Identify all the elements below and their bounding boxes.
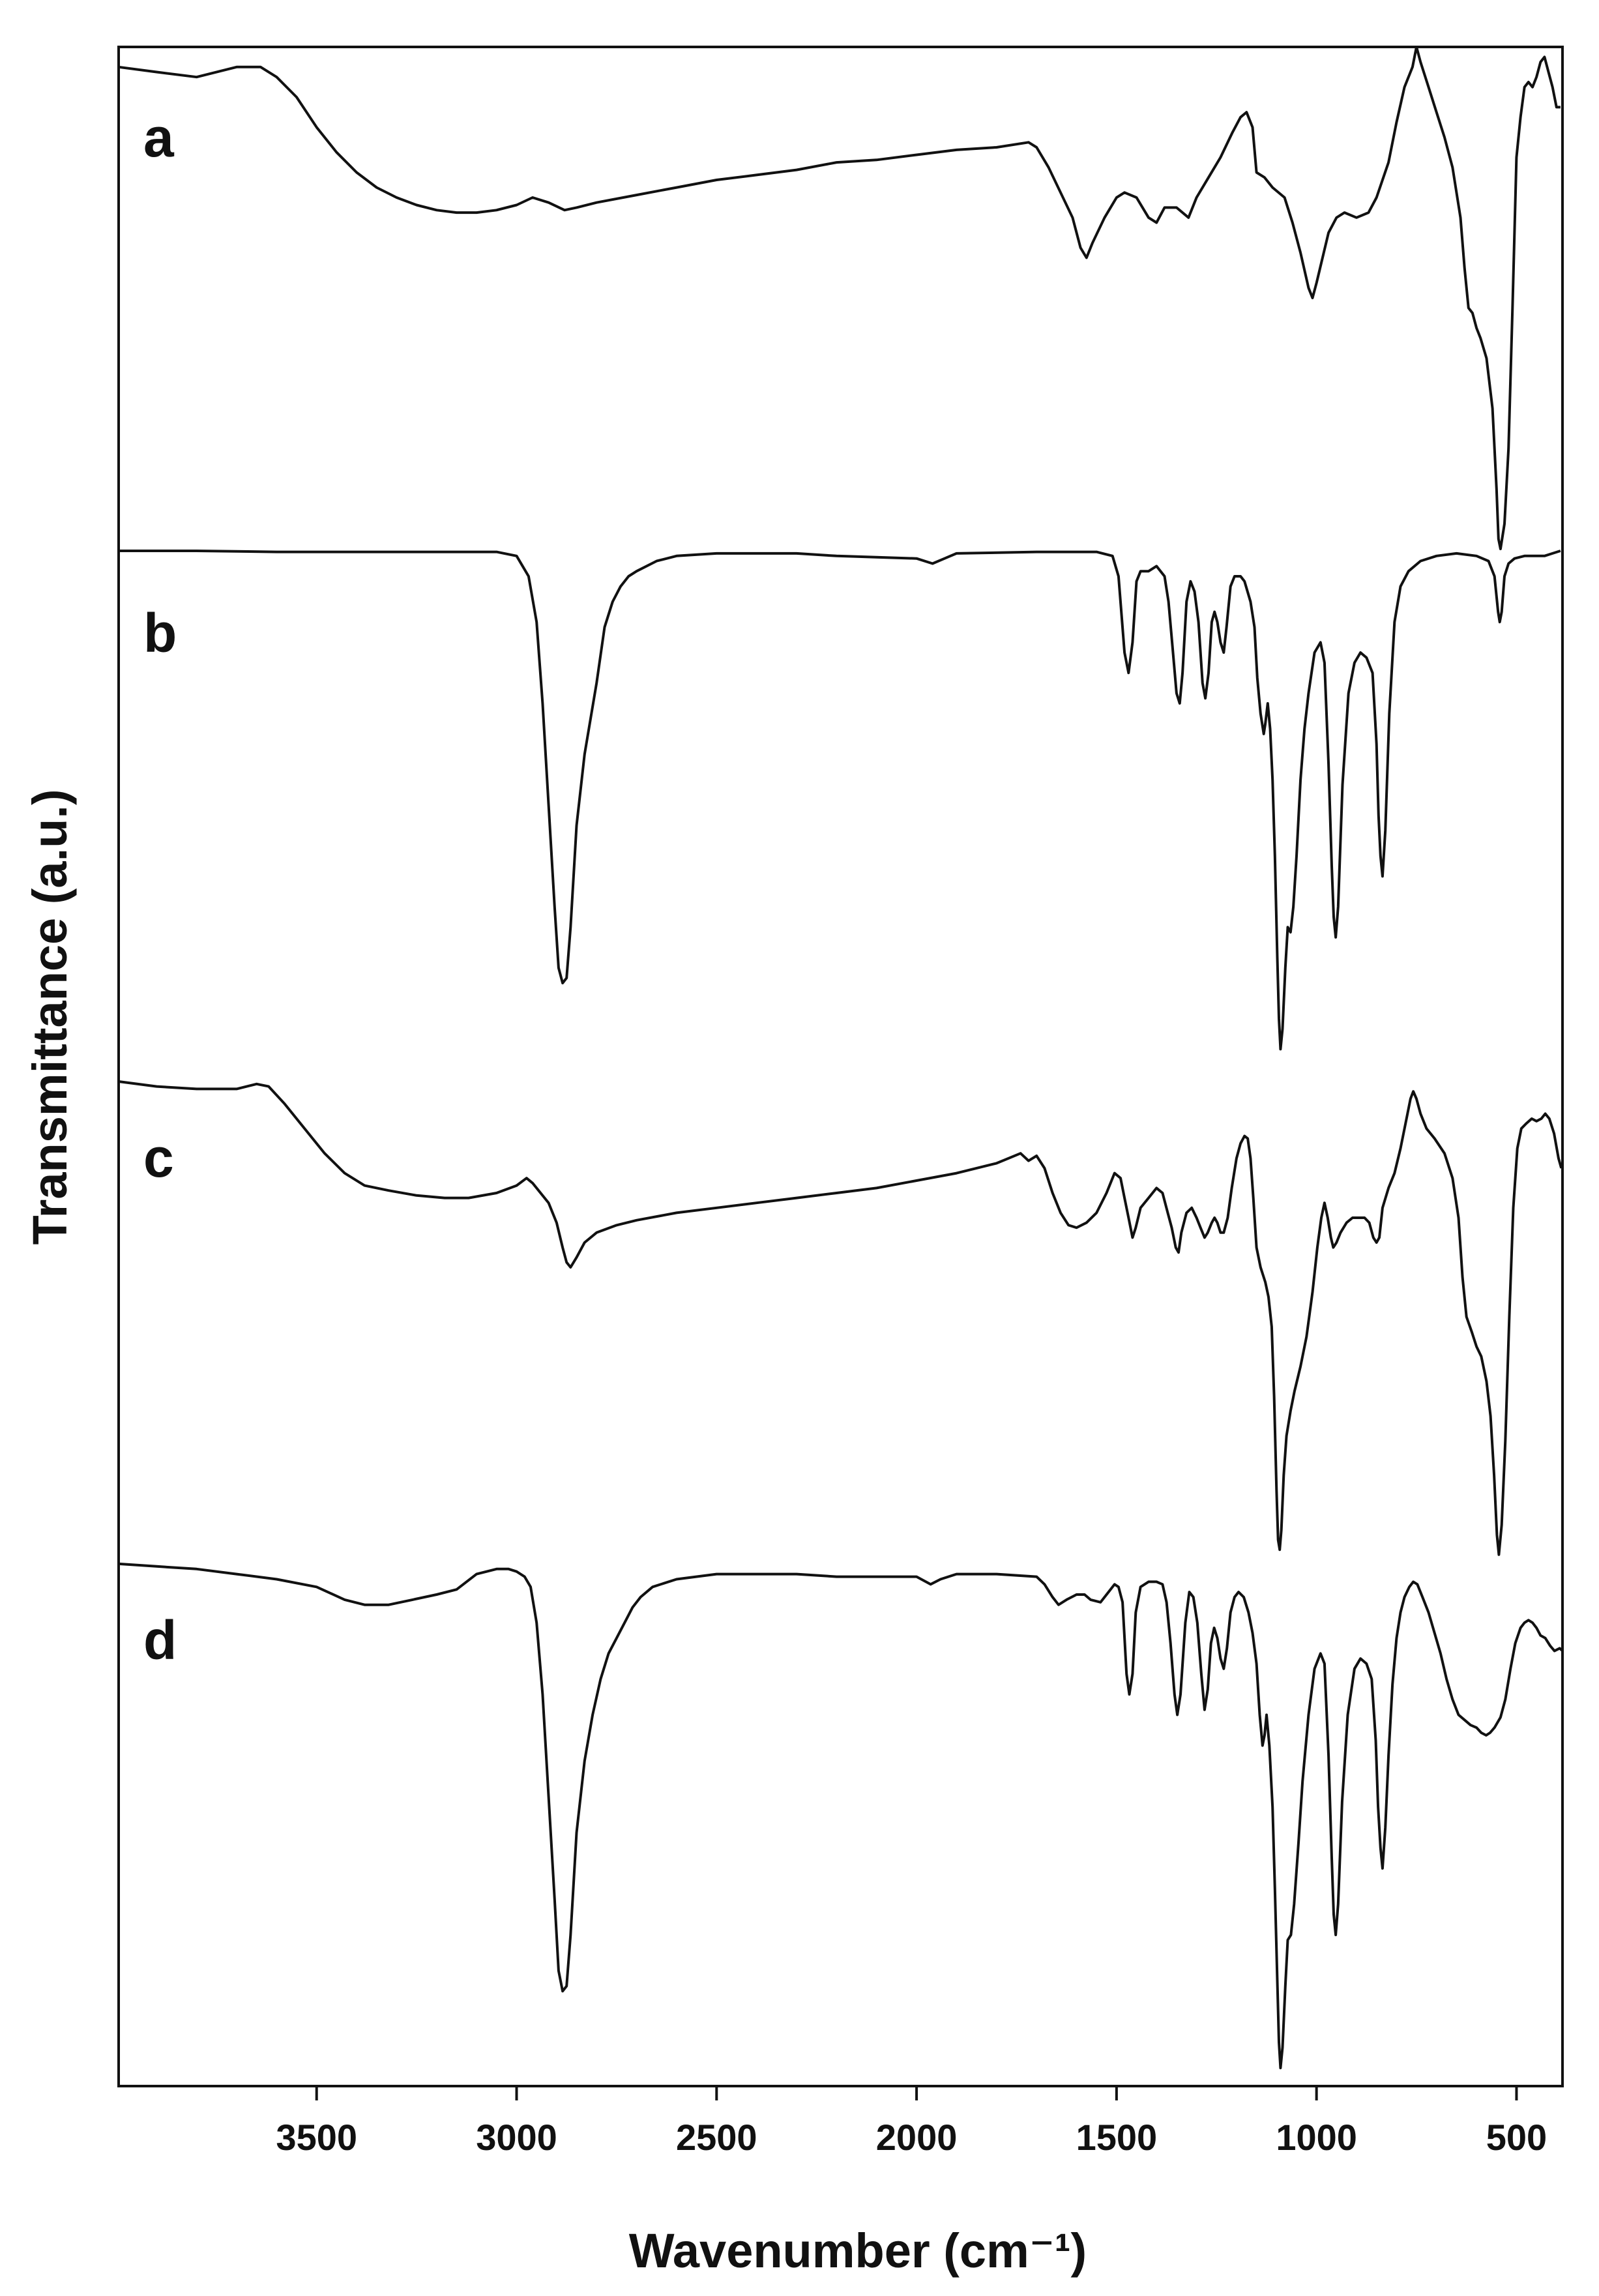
panel-label-d: d	[143, 1610, 177, 1671]
spectra-series-layer	[118, 46, 1564, 2070]
x-tick-label: 3000	[476, 2117, 557, 2158]
spectrum-line-c	[118, 1080, 1563, 1556]
x-axis-title: Wavenumber (cm⁻¹)	[629, 2224, 1087, 2278]
x-axis-ticks: 3500 3000 2500 2000 1500 1000 500	[276, 2086, 1547, 2158]
x-tick-label: 500	[1486, 2117, 1547, 2158]
panel-label-a: a	[143, 107, 175, 168]
x-tick-label: 2000	[876, 2117, 958, 2158]
panel-labels: a b c d	[143, 107, 177, 1671]
spectrum-line-a	[118, 46, 1561, 550]
x-tick-label: 3500	[276, 2117, 357, 2158]
y-axis-title: Transmittance (a.u.)	[23, 789, 77, 1244]
x-tick-label: 1500	[1076, 2117, 1158, 2158]
spectrum-line-b	[119, 550, 1561, 1051]
spectrum-line-d	[118, 1562, 1564, 2070]
plot-area-frame	[117, 46, 1564, 2087]
panel-label-b: b	[143, 602, 177, 664]
x-tick-label: 1000	[1276, 2117, 1357, 2158]
panel-label-c: c	[143, 1127, 174, 1188]
x-tick-label: 2500	[676, 2117, 757, 2158]
